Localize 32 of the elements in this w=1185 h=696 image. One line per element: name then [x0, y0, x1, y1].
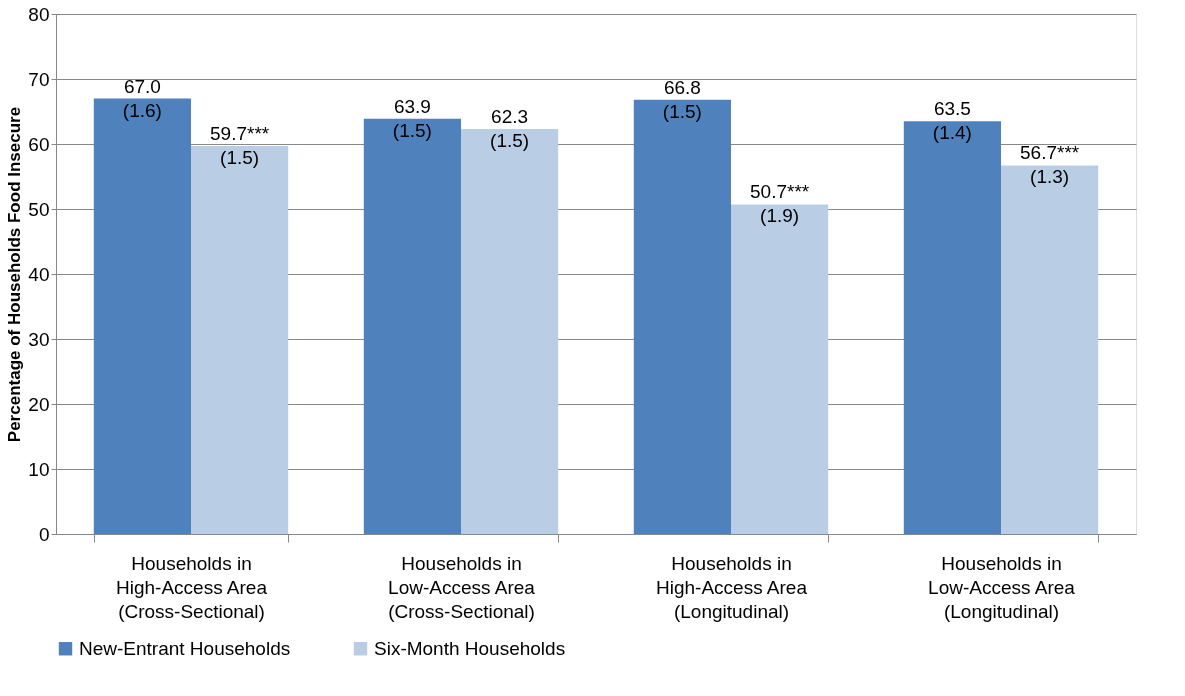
bar — [903, 121, 1001, 534]
bar — [731, 204, 829, 534]
data-label: 56.7*** (1.3) — [1020, 142, 1080, 188]
data-label: 67.0 (1.6) — [122, 75, 162, 121]
y-axis-title: Percentage of Households Food Insecure — [5, 106, 25, 443]
x-tick-label: Households in Low-Access Area (Longitudinal) — [928, 552, 1076, 622]
data-label: 66.8 (1.5) — [662, 76, 702, 122]
data-label: 62.3 (1.5) — [490, 106, 530, 152]
bar — [191, 145, 289, 534]
bar — [363, 118, 461, 534]
y-tick-label: 40 — [28, 263, 50, 285]
data-label: 59.7*** (1.5) — [210, 122, 270, 168]
data-label: 63.9 (1.5) — [392, 95, 432, 141]
y-tick-label: 80 — [28, 3, 50, 25]
y-tick-label: 60 — [28, 133, 50, 155]
y-tick-label: 50 — [28, 198, 50, 220]
y-tick-label: 70 — [28, 68, 50, 90]
x-tick-label: Households in High-Access Area (Cross-Sectional) — [115, 552, 268, 622]
y-tick-label: 30 — [28, 328, 50, 350]
y-tick-label: 10 — [28, 458, 50, 480]
x-tick-label: Households in High-Access Area (Longitudinal) — [655, 552, 808, 622]
data-label: 63.5 (1.4) — [932, 98, 972, 144]
legend-label: Six-Month Households — [374, 637, 566, 659]
bar — [1001, 165, 1099, 534]
y-tick-label: 0 — [38, 523, 50, 545]
bar — [461, 129, 559, 534]
legend-label: New-Entrant Households — [79, 637, 291, 659]
bar — [633, 99, 731, 534]
y-tick-label: 20 — [28, 393, 50, 415]
bar — [93, 98, 191, 534]
x-tick-label: Households in Low-Access Area (Cross-Sectional) — [388, 552, 536, 622]
data-label: 50.7*** (1.9) — [750, 181, 810, 227]
